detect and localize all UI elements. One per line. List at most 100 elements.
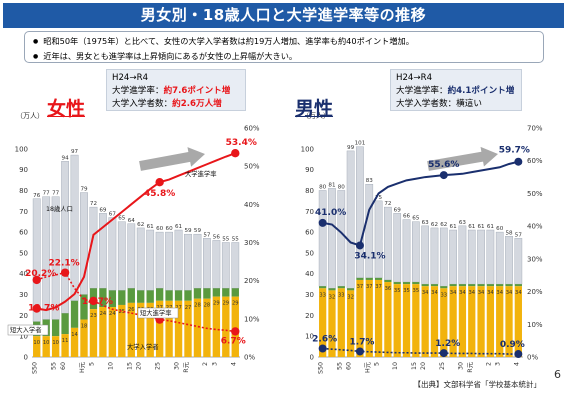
- university-value-label: 34: [450, 290, 457, 296]
- rate-marker: [231, 327, 240, 336]
- bullet-icon: ●: [33, 38, 39, 45]
- right-axis-tick: 60%: [527, 157, 543, 165]
- university-bar: [458, 286, 467, 357]
- trend-arrow-icon: [139, 147, 205, 171]
- rate-marker: [89, 296, 98, 306]
- population-value-label: 99: [347, 145, 355, 151]
- right-axis-tick: 20%: [527, 288, 543, 296]
- university-bar: [356, 279, 364, 357]
- junior-college-bar: [203, 288, 211, 299]
- population-value-label: 69: [394, 207, 402, 213]
- university-bar: [108, 307, 117, 357]
- junior-college-bar: [165, 290, 173, 301]
- university-students-label: 大学入学者: [127, 342, 158, 351]
- population-value-label: 72: [90, 201, 97, 207]
- left-axis-tick: 60: [305, 229, 314, 237]
- population-bar: [402, 219, 411, 283]
- population-bar: [32, 198, 41, 322]
- junior-college-bar: [421, 284, 429, 287]
- population-bar: [80, 192, 88, 295]
- x-tick-label: 5: [88, 362, 95, 366]
- left-axis-tick: 30: [19, 291, 28, 299]
- rate-highlight-label: 1.7%: [349, 337, 374, 347]
- university-value-label: 29: [232, 301, 239, 307]
- university-bar: [496, 286, 504, 357]
- right-axis-tick: 0%: [244, 354, 255, 362]
- university-bar: [412, 284, 420, 357]
- rate-marker: [439, 349, 448, 358]
- x-tick-label: 2: [485, 362, 492, 366]
- population-value-label: 83: [366, 178, 374, 184]
- university-rate-line: [36, 152, 236, 312]
- page-number: 6: [554, 368, 561, 381]
- population-bar: [467, 229, 476, 285]
- population-bar: [337, 190, 346, 287]
- population-value-label: 61: [468, 224, 476, 230]
- x-tick-label: R元: [466, 361, 474, 372]
- x-tick-label: H元: [363, 361, 371, 373]
- population-bar: [318, 190, 327, 287]
- university-value-label: 28: [204, 303, 211, 309]
- university-bar: [477, 286, 485, 357]
- left-axis-tick: 70: [305, 208, 314, 216]
- rate-marker: [318, 344, 327, 353]
- university-bar: [384, 282, 392, 357]
- left-axis-tick: 50: [19, 249, 28, 257]
- x-tick-label: 60: [346, 362, 353, 370]
- junior-college-bar: [384, 279, 392, 283]
- population-bar: [449, 229, 457, 285]
- note-line-2: ● 近年は、男女とも進学率は上昇傾向にあるが女性の上昇幅が大きい。: [33, 49, 535, 64]
- x-tick-label: 60: [60, 362, 67, 370]
- university-bar: [346, 290, 355, 357]
- university-value-label: 33: [319, 292, 326, 298]
- university-value-label: 10: [52, 340, 59, 346]
- left-axis-unit: （万人）: [16, 112, 44, 120]
- junior-college-bar: [70, 300, 79, 328]
- population-bar: [514, 238, 523, 285]
- population-bar: [117, 221, 126, 291]
- population-value-label: 57: [515, 232, 523, 238]
- population-value-label: 72: [384, 201, 391, 207]
- junior-college-bar: [61, 313, 69, 335]
- university-bar: [319, 288, 327, 357]
- female-summary-box: H24→R4 大学進学率：約7.6ポイント増 大学入学者数：約2.6万人増: [106, 69, 246, 111]
- university-bar: [337, 288, 345, 357]
- junior-college-bar: [118, 290, 126, 305]
- population-bar: [165, 231, 173, 291]
- university-value-label: 34: [506, 290, 513, 296]
- university-value-label: 11: [62, 338, 69, 344]
- university-bar: [80, 319, 88, 357]
- population-bar: [99, 213, 107, 289]
- junior-college-bar: [514, 284, 522, 287]
- population-bar: [146, 229, 155, 291]
- population-bar: [384, 206, 392, 281]
- university-value-label: 34: [487, 290, 494, 296]
- population-bar: [458, 225, 467, 285]
- right-axis-tick: 70%: [527, 125, 543, 133]
- trend-arrow-icon: [427, 146, 498, 171]
- university-bar: [137, 302, 145, 357]
- junior-college-bar: [477, 284, 485, 287]
- x-tick-label: 3: [495, 362, 502, 366]
- population-value-label: 64: [128, 218, 136, 224]
- x-tick-label: 2: [202, 362, 209, 366]
- university-bar: [42, 336, 50, 357]
- university-bar: [402, 284, 411, 357]
- population-value-label: 60: [496, 226, 504, 232]
- right-axis-tick: 30%: [244, 239, 260, 247]
- rate-marker: [32, 275, 41, 285]
- left-axis-tick: 60: [19, 229, 28, 237]
- university-bar: [374, 279, 383, 357]
- rate-highlight-label: 20.2%: [25, 269, 56, 279]
- junior-college-bar: [222, 288, 230, 297]
- x-tick-label: 55: [51, 362, 58, 370]
- university-bar: [174, 300, 183, 357]
- junior-college-bar: [127, 288, 135, 303]
- male-chart: （万人） 0 10 20 30 40 50 60 70 80 90 100 0% 10% 20% 30% 40%…: [301, 112, 543, 374]
- female-count-line: 大学入学者数：約2.6万人増: [112, 98, 240, 111]
- male-rate-value: 約4.1ポイント増: [447, 86, 515, 96]
- junior-college-bar: [374, 277, 383, 280]
- junior-college-bar: [99, 288, 107, 308]
- population-bar: [61, 161, 69, 314]
- population-bar: [346, 150, 355, 289]
